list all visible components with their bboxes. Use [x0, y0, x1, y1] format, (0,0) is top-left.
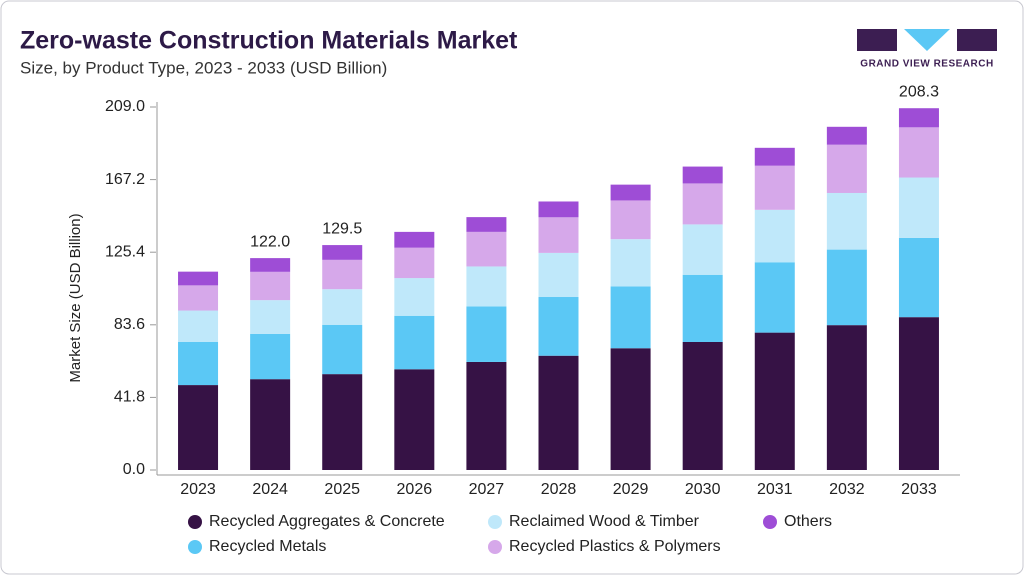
total-label: 122.0	[250, 233, 290, 250]
x-tick-label: 2023	[180, 481, 216, 498]
bar-segment	[610, 200, 651, 240]
bar-segment	[466, 361, 507, 470]
bar-segment	[610, 239, 651, 287]
total-label: 129.5	[322, 220, 362, 237]
bar-segment	[394, 247, 435, 279]
y-tick-label: 209.0	[105, 98, 145, 115]
x-tick-label: 2030	[685, 481, 721, 498]
x-tick-label: 2027	[469, 481, 505, 498]
x-tick-label: 2024	[252, 481, 288, 498]
chart-title: Zero-waste Construction Materials Market	[20, 27, 518, 55]
y-tick-label: 83.6	[114, 316, 145, 333]
legend-label: Recycled Metals	[209, 538, 326, 555]
logo: GRAND VIEW RESEARCH	[857, 29, 997, 70]
bar-segment	[826, 126, 867, 145]
bar-segment	[394, 231, 435, 248]
bar-segment	[610, 348, 651, 470]
x-tick-label: 2029	[613, 481, 649, 498]
bar-segment	[682, 166, 723, 184]
bar-segment	[466, 306, 507, 362]
bar-segment	[826, 192, 867, 250]
bar-segment	[682, 183, 723, 225]
bar-segment	[394, 315, 435, 370]
bar-segment	[178, 341, 219, 386]
bar-segment	[322, 289, 363, 325]
bar-segment	[322, 374, 363, 470]
legend-swatch	[488, 515, 502, 529]
bar-segment	[538, 297, 579, 356]
legend-swatch	[188, 540, 202, 554]
bar-segment	[826, 144, 867, 193]
bar-segment	[250, 258, 291, 272]
bar-segment	[826, 249, 867, 326]
x-tick-label: 2033	[901, 481, 937, 498]
bar-segment	[682, 274, 723, 342]
bar-segment	[250, 300, 291, 334]
y-tick-label: 0.0	[123, 461, 145, 478]
bar-segment	[754, 147, 795, 166]
legend-label: Reclaimed Wood & Timber	[509, 513, 700, 530]
bar-segment	[322, 245, 363, 260]
bar-segment	[178, 385, 219, 470]
bar-segment	[610, 184, 651, 201]
bar-segment	[754, 262, 795, 333]
bar-segment	[466, 217, 507, 232]
bar-segment	[394, 278, 435, 316]
bar-segment	[250, 379, 291, 470]
bar-segment	[538, 217, 579, 253]
bar-segment	[178, 271, 219, 286]
bar-segment	[898, 108, 939, 128]
bar-segment	[898, 177, 939, 238]
legend-swatch	[488, 540, 502, 554]
logo-block	[904, 29, 950, 51]
legend-label: Others	[784, 513, 832, 530]
legend-swatch	[763, 515, 777, 529]
x-tick-label: 2032	[829, 481, 865, 498]
bar-segment	[682, 224, 723, 275]
legend-label: Recycled Plastics & Polymers	[509, 538, 721, 555]
x-tick-label: 2026	[397, 481, 433, 498]
y-tick-label: 125.4	[105, 243, 145, 260]
x-tick-label: 2028	[541, 481, 577, 498]
bar-segment	[178, 310, 219, 342]
logo-text: GRAND VIEW RESEARCH	[860, 59, 993, 70]
bar-segment	[538, 201, 579, 218]
bar-segment	[466, 231, 507, 267]
bar-segment	[610, 286, 651, 349]
legend-label: Recycled Aggregates & Concrete	[209, 513, 445, 530]
bar-segment	[250, 271, 291, 301]
bar-segment	[826, 325, 867, 470]
bar-segment	[538, 355, 579, 470]
y-axis-label: Market Size (USD Billion)	[67, 213, 84, 382]
bar-segment	[466, 266, 507, 307]
y-tick-label: 167.2	[105, 171, 145, 188]
bar-segment	[898, 237, 939, 318]
bar-segment	[250, 333, 291, 380]
bar-segment	[682, 341, 723, 470]
bar-segment	[394, 369, 435, 470]
bar-segment	[754, 165, 795, 210]
total-label: 208.3	[899, 83, 939, 100]
bar-segment	[754, 332, 795, 470]
bar-segment	[322, 259, 363, 290]
bar-segment	[178, 285, 219, 311]
logo-block	[857, 29, 897, 51]
bar-segment	[322, 324, 363, 375]
legend-swatch	[188, 515, 202, 529]
y-tick-label: 41.8	[114, 389, 145, 406]
logo-block	[957, 29, 997, 51]
bar-segment	[898, 317, 939, 470]
x-tick-label: 2031	[757, 481, 793, 498]
x-tick-label: 2025	[324, 481, 360, 498]
bar-segment	[754, 209, 795, 263]
bar-segment	[538, 252, 579, 298]
bar-segment	[898, 127, 939, 178]
chart-subtitle: Size, by Product Type, 2023 - 2033 (USD …	[20, 58, 387, 77]
